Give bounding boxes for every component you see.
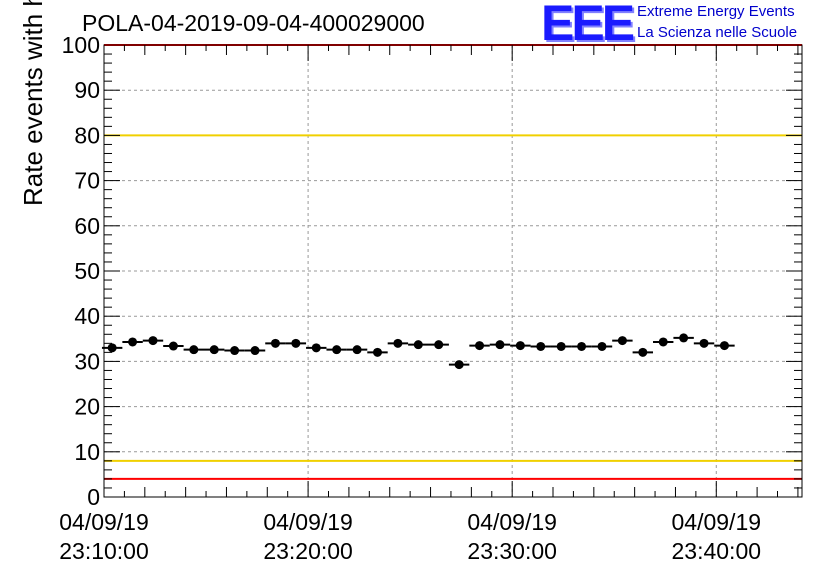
data-point — [448, 360, 470, 370]
data-point — [673, 333, 694, 343]
data-point-marker — [597, 341, 607, 351]
data-point — [326, 345, 347, 355]
data-point-marker — [515, 341, 525, 351]
data-point — [693, 338, 715, 348]
data-point-marker — [291, 338, 301, 348]
data-point-marker — [372, 347, 382, 357]
x-tick-date-label: 04/09/19 — [59, 509, 149, 535]
data-point-marker — [332, 345, 342, 355]
data-point — [306, 343, 327, 353]
data-point — [142, 336, 164, 346]
data-point-marker — [556, 341, 566, 351]
y-tick-label: 0 — [87, 484, 100, 510]
x-tick-time-label: 23:30:00 — [467, 538, 557, 564]
logo-tagline-1: Extreme Energy Events — [637, 3, 795, 20]
y-tick-label: 60 — [74, 213, 100, 239]
reference-lines — [104, 44, 802, 480]
data-point-marker — [250, 346, 260, 356]
y-tick-label: 20 — [74, 394, 100, 420]
x-tick-date-label: 04/09/19 — [467, 509, 557, 535]
data-point-marker — [699, 338, 709, 348]
data-point-marker — [352, 345, 362, 355]
data-point — [285, 338, 307, 348]
data-point-marker — [679, 333, 689, 343]
data-point-marker — [230, 346, 240, 356]
data-point — [387, 338, 409, 348]
x-tick-time-label: 23:40:00 — [672, 538, 762, 564]
data-point-marker — [168, 341, 178, 351]
data-point — [183, 345, 205, 355]
y-tick-label: 50 — [74, 258, 100, 284]
data-point — [632, 347, 654, 357]
y-tick-label: 90 — [74, 77, 100, 103]
data-point — [510, 341, 531, 351]
data-point — [265, 338, 286, 348]
data-point — [408, 340, 429, 350]
data-point — [346, 345, 368, 355]
data-point — [122, 337, 143, 347]
eee-logo: EEE — [541, 0, 635, 51]
data-point-marker — [617, 336, 627, 346]
data-point-marker — [475, 341, 485, 351]
data-point — [367, 347, 388, 357]
data-point-marker — [577, 341, 587, 351]
data-point-marker — [270, 338, 280, 348]
chart-title: POLA-04-2019-09-04-400029000 — [82, 10, 425, 36]
data-point — [714, 341, 735, 351]
data-point — [612, 336, 633, 346]
data-point-marker — [128, 337, 138, 347]
data-point-marker — [107, 343, 117, 353]
x-tick-date-label: 04/09/19 — [672, 509, 762, 535]
data-point — [550, 341, 572, 351]
data-point-marker — [189, 345, 199, 355]
data-point — [244, 346, 266, 356]
data-point-marker — [495, 340, 505, 350]
data-point — [224, 346, 245, 356]
data-point — [489, 340, 511, 350]
y-tick-label: 10 — [74, 439, 100, 465]
data-point-marker — [393, 338, 403, 348]
data-point — [204, 345, 225, 355]
data-point — [469, 341, 490, 351]
data-point-marker — [536, 341, 546, 351]
data-point — [101, 343, 123, 353]
data-point-marker — [413, 340, 423, 350]
axes: 0 10 20 30 40 50 60 70 80 90 100 04/09/19 23:10:00 04… — [59, 32, 803, 564]
data-points — [101, 333, 735, 370]
data-point — [530, 341, 551, 351]
data-point-marker — [638, 347, 648, 357]
data-point — [591, 341, 613, 351]
grid-lines — [104, 45, 802, 497]
data-point — [653, 337, 674, 347]
data-point-marker — [311, 343, 321, 353]
x-tick-time-label: 23:10:00 — [59, 538, 149, 564]
data-point — [571, 341, 592, 351]
data-point-marker — [148, 336, 158, 346]
y-tick-label: 100 — [62, 32, 100, 58]
data-point — [428, 340, 449, 350]
data-point-marker — [658, 337, 668, 347]
data-point-marker — [209, 345, 219, 355]
y-tick-label: 80 — [74, 122, 100, 148]
y-tick-label: 40 — [74, 303, 100, 329]
data-point-marker — [719, 341, 729, 351]
logo-tagline-2: La Scienza nelle Scuole — [637, 24, 798, 41]
data-point-marker — [454, 360, 464, 370]
data-point — [163, 341, 184, 351]
x-tick-date-label: 04/09/19 — [263, 509, 353, 535]
data-point-marker — [434, 340, 444, 350]
y-tick-label: 30 — [74, 348, 100, 374]
x-tick-time-label: 23:20:00 — [263, 538, 353, 564]
y-tick-label: 70 — [74, 168, 100, 194]
